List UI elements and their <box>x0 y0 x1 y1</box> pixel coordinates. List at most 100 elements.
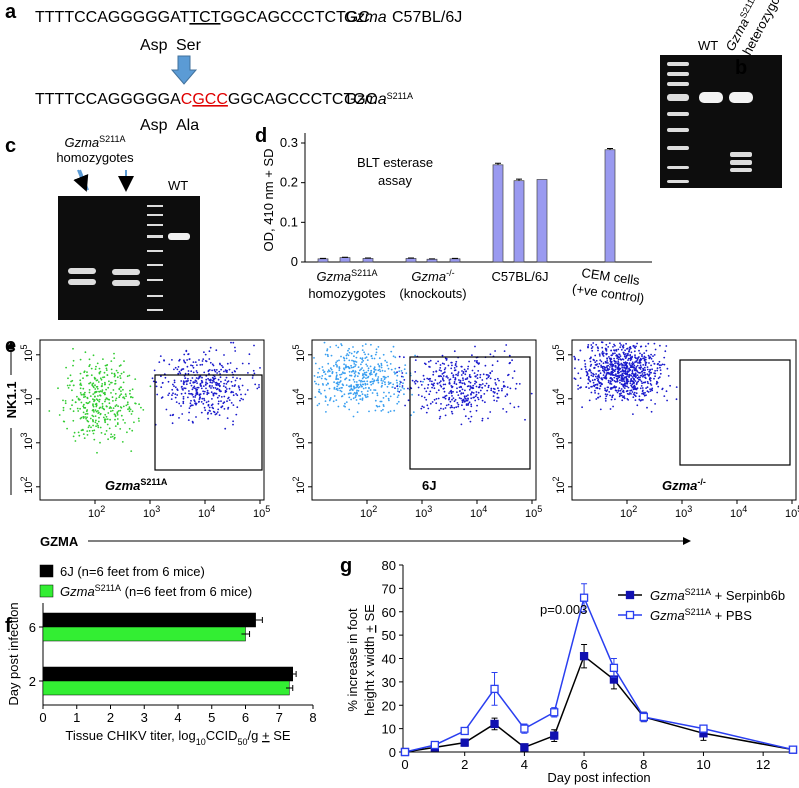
event-dot <box>603 376 605 379</box>
event-dot <box>631 369 634 372</box>
event-dot <box>453 406 456 409</box>
event-dot <box>608 391 611 393</box>
lane-label: homozygotes <box>56 150 134 165</box>
event-dot <box>498 379 500 382</box>
event-dot <box>383 378 386 381</box>
event-dot <box>605 395 608 398</box>
event-dot <box>335 399 338 401</box>
event-dot <box>233 370 236 372</box>
event-dot <box>595 343 598 346</box>
event-dot <box>628 350 630 353</box>
x-tick-label: 2 <box>107 710 114 725</box>
event-dot <box>65 366 67 369</box>
y-tick-label: 0.1 <box>280 214 298 229</box>
event-dot <box>183 360 186 363</box>
event-dot <box>425 390 428 393</box>
event-dot <box>365 363 368 366</box>
event-dot <box>442 375 445 377</box>
event-dot <box>187 370 190 372</box>
event-dot <box>491 364 494 367</box>
event-dot <box>447 377 449 379</box>
event-dot <box>160 386 163 389</box>
event-dot <box>217 408 220 411</box>
event-dot <box>227 408 229 410</box>
event-dot <box>610 377 613 380</box>
event-dot <box>371 392 374 394</box>
event-dot <box>380 400 383 403</box>
event-dot <box>361 380 364 383</box>
event-dot <box>340 355 342 358</box>
event-dot <box>396 396 399 398</box>
series-line <box>404 654 794 753</box>
event-dot <box>86 412 88 415</box>
event-dot <box>450 372 453 375</box>
event-dot <box>336 381 339 384</box>
event-dot <box>88 358 91 361</box>
event-dot <box>481 419 484 422</box>
event-dot <box>236 406 239 409</box>
event-dot <box>366 380 369 383</box>
y-tick-label: 102 <box>291 477 307 494</box>
event-dot <box>219 363 222 366</box>
event-dot <box>216 387 219 390</box>
error-bar <box>241 631 251 637</box>
event-dot <box>598 353 601 356</box>
y-tick-label: 6 <box>29 620 36 635</box>
event-dot <box>417 394 420 396</box>
event-dot <box>367 369 370 372</box>
event-dot <box>637 362 639 364</box>
event-dot <box>198 359 200 361</box>
y-tick-label-part: 10 <box>555 394 567 406</box>
event-dot <box>490 387 493 390</box>
event-dot <box>507 374 509 377</box>
event-dot <box>72 347 74 350</box>
event-dot <box>638 366 641 369</box>
event-dot <box>227 396 230 399</box>
event-dot <box>458 397 461 399</box>
event-dot <box>88 430 91 432</box>
event-dot <box>328 375 331 377</box>
event-dot <box>589 370 592 372</box>
event-dot <box>411 379 414 382</box>
point <box>579 593 589 602</box>
event-dot <box>77 431 80 434</box>
y-tick-label: 2 <box>29 674 36 689</box>
event-dot <box>318 402 321 405</box>
event-dot <box>110 436 112 438</box>
event-dot <box>443 363 446 365</box>
y-tick-label: 0 <box>291 254 298 269</box>
event-dot <box>450 392 453 395</box>
event-dot <box>332 400 335 403</box>
event-dot <box>623 380 626 383</box>
event-dot <box>636 342 638 345</box>
event-dot <box>99 406 102 409</box>
event-dot <box>604 393 607 396</box>
event-dot <box>85 374 88 377</box>
event-dot <box>625 362 628 365</box>
event-dot <box>605 348 607 351</box>
event-dot <box>638 356 640 358</box>
event-dot <box>628 393 630 396</box>
event-dot <box>462 399 465 401</box>
event-dot <box>584 363 587 365</box>
event-dot <box>513 370 516 373</box>
event-dot <box>372 380 375 383</box>
event-dot <box>630 351 633 354</box>
event-dot <box>613 385 616 388</box>
event-dot <box>113 375 116 378</box>
wt-sequence-part: GGCAGCCCTCTGC <box>220 9 369 26</box>
event-dot <box>121 441 124 443</box>
event-dot <box>194 396 197 398</box>
event-dot <box>377 369 380 372</box>
y-tick-label-part: 4 <box>551 389 561 394</box>
event-dot <box>206 393 209 396</box>
event-dot <box>92 382 95 385</box>
event-dot <box>71 379 74 382</box>
event-dot <box>403 368 406 371</box>
event-dot <box>357 402 360 405</box>
event-dot <box>108 407 111 409</box>
event-dot <box>379 370 382 373</box>
event-dot <box>620 377 623 379</box>
event-dot <box>171 394 173 396</box>
event-dot <box>457 371 460 373</box>
